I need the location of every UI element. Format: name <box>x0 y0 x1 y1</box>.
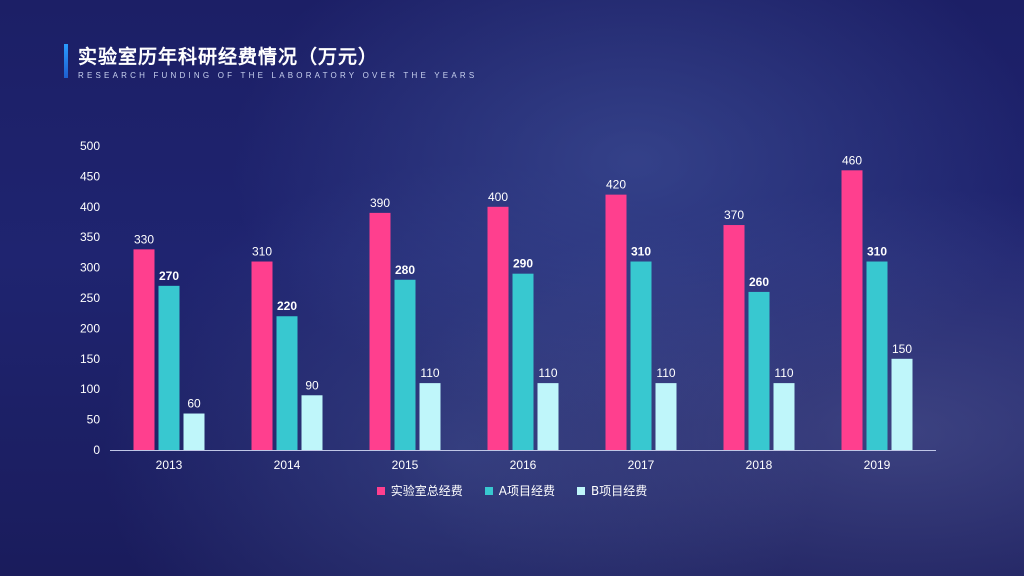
y-tick-label: 350 <box>80 230 100 244</box>
bar-b-2019 <box>891 358 913 450</box>
legend-swatch-a <box>484 486 493 495</box>
x-tick-label: 2018 <box>746 458 773 472</box>
y-tick-label: 50 <box>87 413 101 427</box>
y-tick-label: 500 <box>80 139 100 153</box>
bar-b-2015 <box>419 383 441 450</box>
bar-a-2018 <box>748 291 770 450</box>
page-title: 实验室历年科研经费情况（万元） <box>78 46 379 68</box>
data-label-b-2019: 150 <box>892 342 912 356</box>
bar-a-2019 <box>866 261 888 450</box>
legend-label: B项目经费 <box>591 484 648 498</box>
bar-total-2016 <box>487 206 509 450</box>
data-label-a-2018: 260 <box>749 275 769 289</box>
legend-item-b: B项目经费 <box>577 482 647 499</box>
chart-legend: 实验室总经费 A项目经费 B项目经费 <box>0 482 1024 499</box>
data-label-total-2018: 370 <box>724 208 744 222</box>
x-tick-label: 2017 <box>628 458 655 472</box>
bar-a-2015 <box>394 279 416 450</box>
legend-label: A项目经费 <box>498 484 555 498</box>
data-label-a-2019: 310 <box>867 245 887 259</box>
data-label-total-2013: 330 <box>134 232 154 246</box>
data-label-b-2018: 110 <box>774 366 793 380</box>
data-label-a-2017: 310 <box>631 245 651 259</box>
legend-item-total: 实验室总经费 <box>376 482 463 499</box>
data-label-total-2014: 310 <box>252 245 272 259</box>
bar-b-2013 <box>183 413 205 450</box>
data-label-b-2017: 110 <box>656 366 675 380</box>
bar-total-2014 <box>251 261 273 450</box>
data-label-total-2019: 460 <box>842 153 862 167</box>
bar-a-2016 <box>512 273 534 450</box>
bar-total-2013 <box>133 249 155 450</box>
data-label-b-2016: 110 <box>538 366 557 380</box>
data-label-a-2014: 220 <box>277 299 297 313</box>
data-label-total-2016: 400 <box>488 190 508 204</box>
bar-a-2013 <box>158 285 180 450</box>
x-tick-label: 2019 <box>864 458 891 472</box>
legend-swatch-total <box>376 486 385 495</box>
bar-b-2017 <box>655 383 677 450</box>
data-label-a-2015: 280 <box>395 263 415 277</box>
data-label-a-2013: 270 <box>159 269 179 283</box>
bar-total-2017 <box>605 194 627 450</box>
bar-a-2017 <box>630 261 652 450</box>
y-tick-label: 200 <box>80 321 100 335</box>
y-tick-label: 0 <box>93 443 100 457</box>
data-label-total-2015: 390 <box>370 196 390 210</box>
legend-item-a: A项目经费 <box>484 482 555 499</box>
title-accent-bar <box>64 44 68 78</box>
bar-total-2019 <box>841 170 863 450</box>
data-label-b-2013: 60 <box>187 397 201 411</box>
x-tick-label: 2016 <box>510 458 537 472</box>
data-label-total-2017: 420 <box>606 178 626 192</box>
y-tick-label: 300 <box>80 261 100 275</box>
bar-b-2014 <box>301 395 323 450</box>
data-label-b-2015: 110 <box>420 366 439 380</box>
data-label-b-2014: 90 <box>305 378 319 392</box>
x-tick-label: 2015 <box>392 458 419 472</box>
y-tick-label: 100 <box>80 382 100 396</box>
x-tick-label: 2014 <box>274 458 301 472</box>
y-tick-label: 400 <box>80 200 100 214</box>
x-tick-label: 2013 <box>156 458 183 472</box>
bar-b-2018 <box>773 383 795 450</box>
bar-b-2016 <box>537 383 559 450</box>
page-subtitle: RESEARCH FUNDING OF THE LABORATORY OVER … <box>78 71 478 80</box>
data-label-a-2016: 290 <box>513 257 533 271</box>
bar-total-2015 <box>369 212 391 450</box>
bar-total-2018 <box>723 225 745 450</box>
y-tick-label: 250 <box>80 291 100 305</box>
legend-swatch-b <box>577 486 585 495</box>
legend-label: 实验室总经费 <box>390 484 463 498</box>
y-tick-label: 150 <box>80 352 100 366</box>
y-tick-label: 450 <box>80 169 100 183</box>
bar-a-2014 <box>276 316 298 450</box>
